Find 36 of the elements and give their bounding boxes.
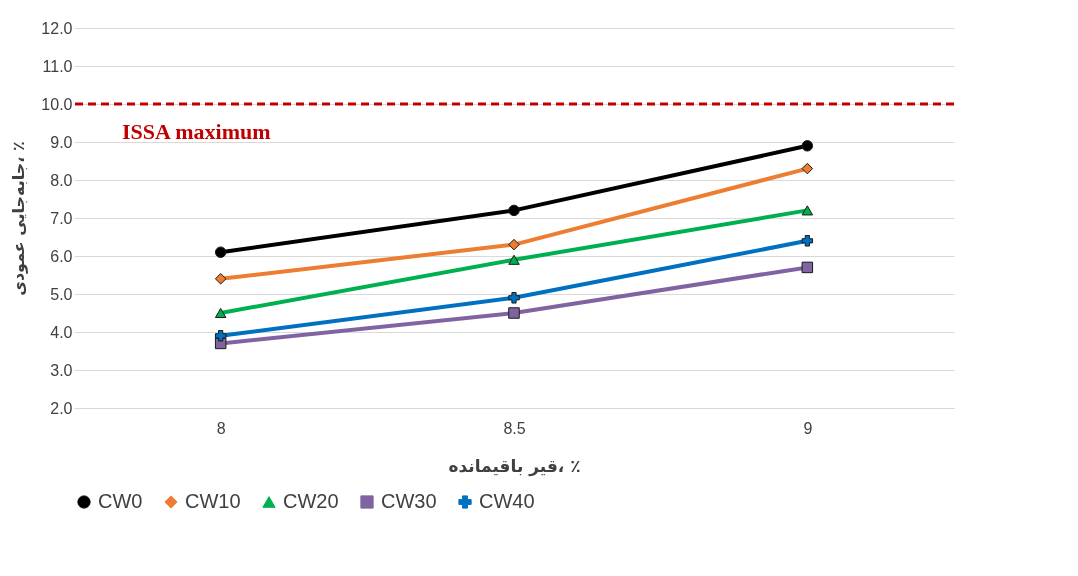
point (508, 254, 520, 265)
y-tick-label: 9.0 (50, 133, 73, 151)
x-tick-label: 9 (803, 419, 813, 437)
point (801, 235, 814, 247)
point (508, 238, 520, 251)
point (801, 261, 814, 274)
point (508, 292, 520, 304)
y-tick-label: 6.0 (50, 247, 73, 265)
y-tick-label: 12.0 (41, 19, 73, 37)
legend-label: CW0 (98, 490, 143, 512)
y-tick-label: 11.0 (42, 57, 73, 75)
y-axis-title: جابه‌جایی عمودی، ٪ (9, 141, 29, 296)
point (801, 162, 814, 175)
legend-label: CW10 (185, 490, 241, 512)
y-tick-label: 7.0 (50, 209, 73, 227)
point (508, 204, 520, 217)
y-tick-label: 3.0 (50, 361, 73, 379)
point (214, 273, 227, 285)
legend-label: CW40 (479, 490, 535, 512)
x-tick-label: 8.5 (503, 419, 526, 437)
point (214, 330, 227, 342)
point (801, 140, 814, 152)
legend-label: CW30 (381, 490, 437, 512)
y-tick-label: 2.0 (50, 399, 73, 417)
point (508, 307, 520, 319)
y-tick-label: 8.0 (50, 171, 73, 189)
point (214, 246, 227, 258)
point (214, 307, 227, 319)
y-tick-label: 10.0 (41, 95, 73, 113)
point (801, 205, 814, 216)
ref-line-label: ISSA maximum (122, 119, 271, 144)
y-tick-label: 5.0 (50, 285, 73, 303)
x-axis-title: قیر باقیمانده، ٪ (448, 455, 581, 477)
x-tick-label: 8 (216, 419, 226, 437)
y-tick-label: 4.0 (50, 323, 73, 341)
legend-label: CW20 (283, 490, 339, 512)
